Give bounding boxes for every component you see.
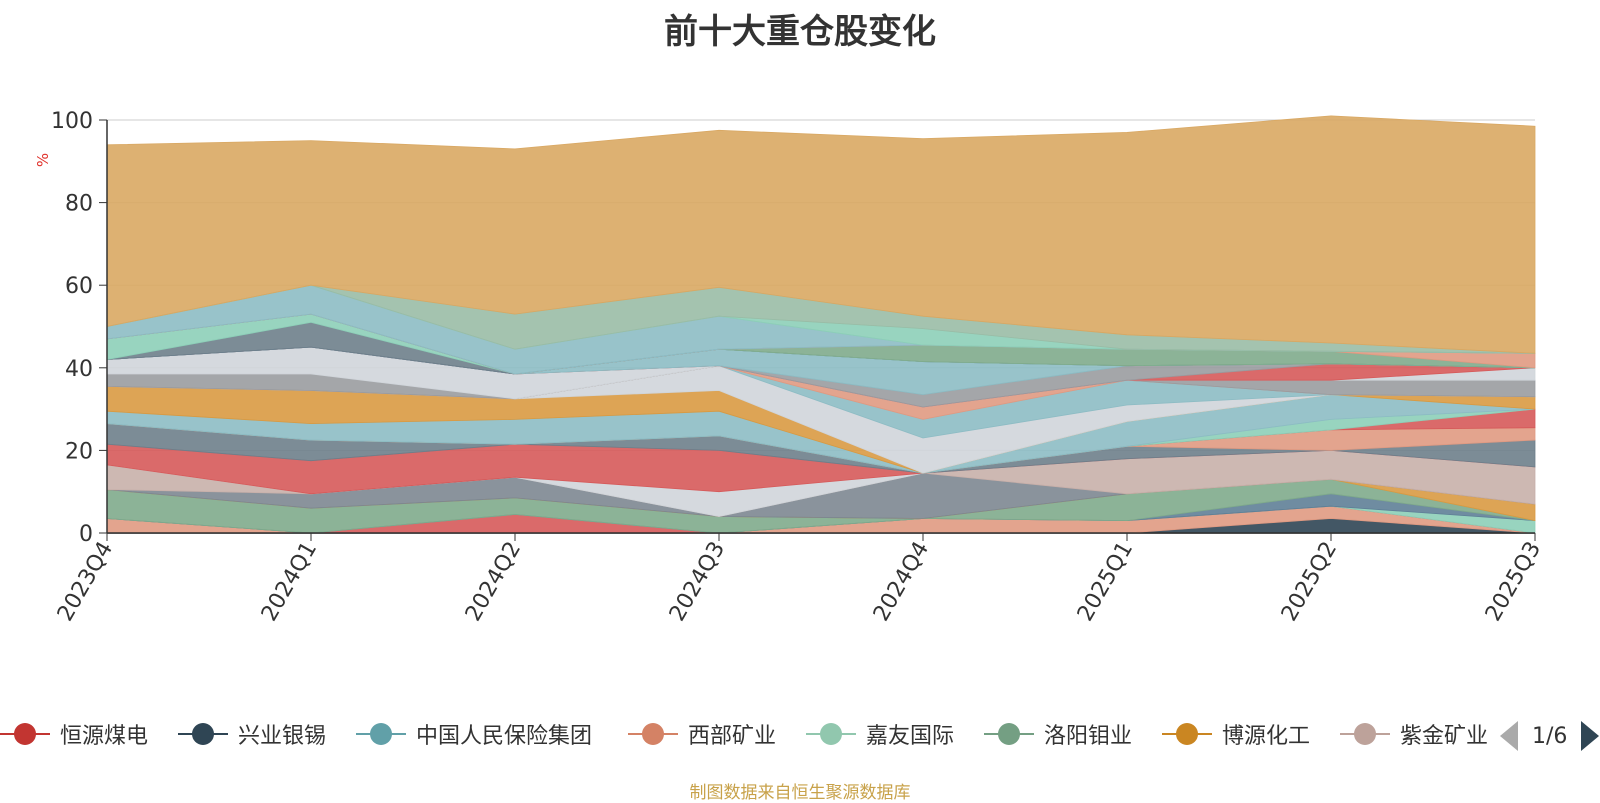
legend-marker-icon bbox=[806, 716, 856, 752]
legend-marker-icon bbox=[628, 716, 678, 752]
legend-marker-icon bbox=[1162, 716, 1212, 752]
legend-item[interactable]: 中国人民保险集团 bbox=[356, 716, 592, 752]
legend-pager: 1/6 bbox=[1500, 718, 1600, 754]
legend-item[interactable]: 西部矿业 bbox=[628, 716, 776, 752]
y-tick-label: 100 bbox=[51, 109, 93, 134]
legend-page-indicator: 1/6 bbox=[1532, 723, 1568, 749]
legend-label: 兴业银锡 bbox=[238, 724, 327, 749]
stacked-area-chart: 0 20 40 60 80 100 2023Q4 2024Q1 2024Q2 2024Q3 2024… bbox=[34, 109, 1546, 626]
x-tick-label: 2024Q2 bbox=[461, 538, 526, 626]
y-tick-label: 80 bbox=[65, 192, 93, 217]
y-tick-label: 0 bbox=[79, 522, 93, 547]
x-tick-label: 2024Q3 bbox=[665, 538, 730, 626]
legend-label: 西部矿业 bbox=[688, 724, 777, 749]
legend-label: 博源化工 bbox=[1222, 724, 1311, 749]
x-tick-label: 2023Q4 bbox=[53, 538, 118, 626]
legend-label: 中国人民保险集团 bbox=[416, 724, 593, 749]
data-source-note: 制图数据来自恒生聚源数据库 bbox=[689, 783, 911, 803]
y-axis-label: % bbox=[34, 153, 52, 167]
legend-item[interactable]: 恒源煤电 bbox=[0, 716, 148, 752]
legend: 恒源煤电 兴业银锡 中国人民保险集团 西部矿业 嘉友国际 洛阳钼业 博源化工 紫金矿业 bbox=[0, 716, 1600, 756]
y-tick-label: 60 bbox=[65, 274, 93, 299]
legend-label: 恒源煤电 bbox=[60, 724, 149, 749]
y-tick-label: 40 bbox=[65, 357, 93, 382]
legend-marker-icon bbox=[1340, 716, 1390, 752]
x-tick-label: 2024Q4 bbox=[869, 538, 934, 626]
legend-marker-icon bbox=[0, 716, 50, 752]
legend-item[interactable]: 博源化工 bbox=[1162, 716, 1310, 752]
chart-title: 前十大重仓股变化 bbox=[664, 12, 936, 52]
legend-marker-icon bbox=[356, 716, 406, 752]
legend-item[interactable]: 紫金矿业 bbox=[1340, 716, 1488, 752]
legend-label: 紫金矿业 bbox=[1400, 724, 1489, 749]
legend-prev-icon[interactable] bbox=[1500, 721, 1518, 751]
x-tick-label: 2025Q2 bbox=[1277, 538, 1342, 626]
x-tick-label: 2025Q1 bbox=[1073, 538, 1138, 626]
legend-marker-icon bbox=[984, 716, 1034, 752]
legend-item[interactable]: 兴业银锡 bbox=[178, 716, 326, 752]
legend-next-icon[interactable] bbox=[1581, 721, 1600, 751]
legend-item[interactable]: 嘉友国际 bbox=[806, 716, 954, 752]
legend-label: 嘉友国际 bbox=[866, 724, 955, 749]
series-areas bbox=[106, 115, 1536, 534]
legend-label: 洛阳钼业 bbox=[1044, 724, 1133, 749]
legend-item[interactable]: 洛阳钼业 bbox=[984, 716, 1132, 752]
x-tick-label: 2024Q1 bbox=[257, 538, 322, 626]
y-tick-label: 20 bbox=[65, 439, 93, 464]
x-tick-label: 2025Q3 bbox=[1481, 538, 1546, 626]
legend-marker-icon bbox=[178, 716, 228, 752]
series-area[interactable] bbox=[106, 115, 1536, 354]
